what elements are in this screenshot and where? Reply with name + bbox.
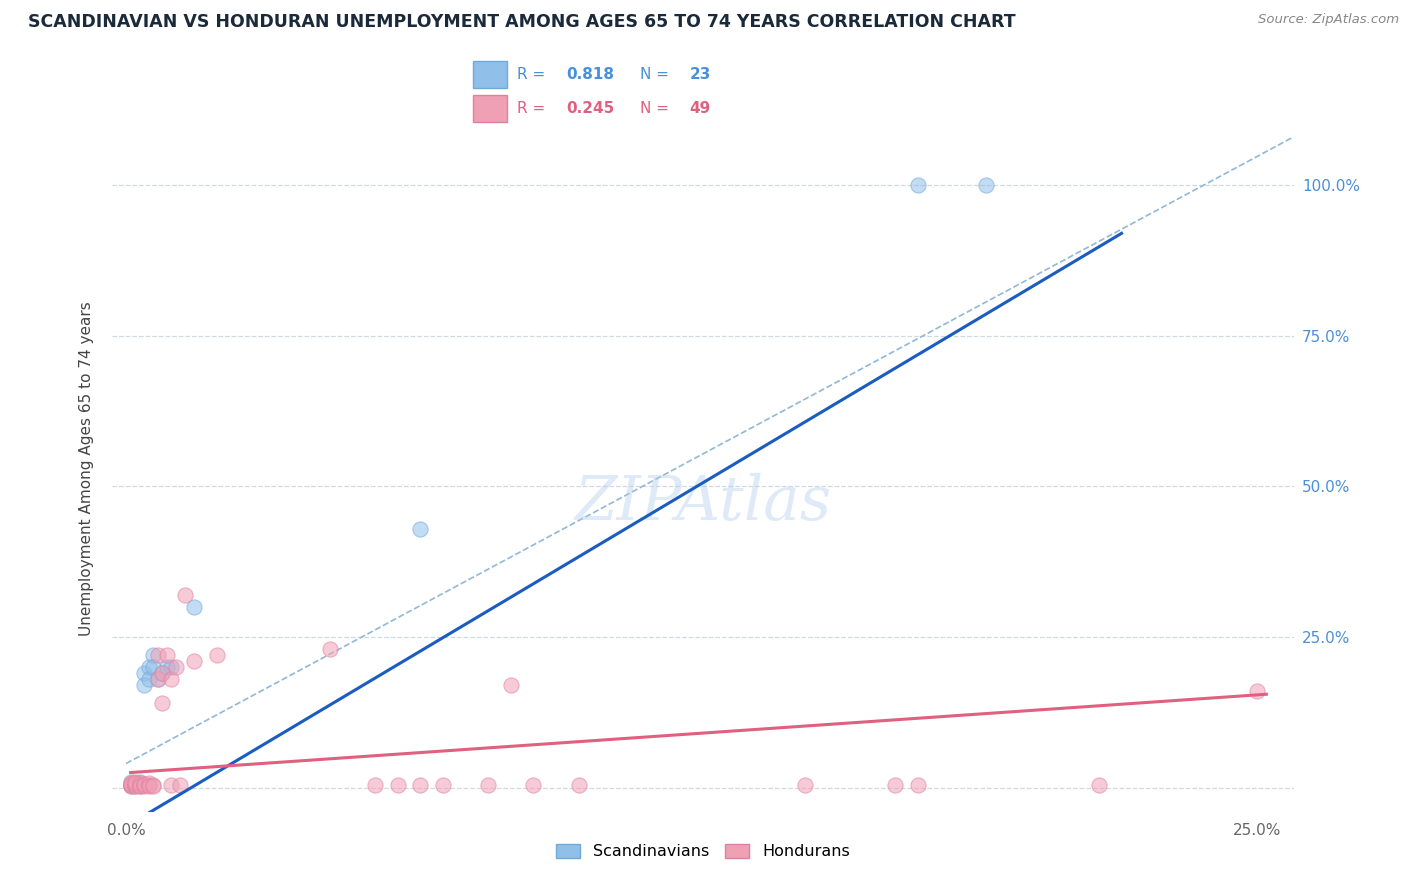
Point — [318, 642, 340, 657]
Point — [124, 774, 146, 789]
Point — [793, 778, 815, 792]
Text: SCANDINAVIAN VS HONDURAN UNEMPLOYMENT AMONG AGES 65 TO 74 YEARS CORRELATION CHAR: SCANDINAVIAN VS HONDURAN UNEMPLOYMENT AM… — [28, 13, 1015, 31]
Text: Source: ZipAtlas.com: Source: ZipAtlas.com — [1258, 13, 1399, 27]
Point — [138, 778, 160, 792]
Point — [169, 778, 191, 792]
Point — [124, 776, 146, 790]
Point — [124, 779, 146, 793]
Point — [134, 777, 156, 791]
Point — [364, 778, 387, 792]
Point — [477, 778, 499, 792]
Point — [142, 778, 165, 792]
Text: R =: R = — [516, 67, 544, 82]
Point — [120, 779, 142, 793]
Point — [120, 774, 142, 789]
Point — [160, 778, 183, 792]
Bar — [474, 62, 508, 87]
Point — [128, 774, 150, 789]
Legend: Scandinavians, Hondurans: Scandinavians, Hondurans — [550, 838, 856, 865]
Point — [409, 522, 432, 536]
Point — [138, 672, 160, 686]
Point — [128, 779, 150, 793]
Point — [124, 779, 146, 793]
Point — [907, 778, 929, 792]
Point — [128, 778, 150, 792]
Point — [205, 648, 228, 662]
Point — [150, 666, 173, 681]
Point — [120, 777, 142, 791]
Point — [173, 588, 195, 602]
Point — [522, 778, 544, 792]
Point — [907, 178, 929, 193]
Point — [183, 654, 205, 668]
Point — [134, 666, 156, 681]
Point — [499, 678, 522, 692]
Point — [128, 778, 150, 792]
Point — [120, 778, 142, 792]
Point — [974, 178, 997, 193]
Point — [124, 778, 146, 792]
Text: 0.245: 0.245 — [567, 101, 614, 116]
Point — [134, 779, 156, 793]
Point — [146, 672, 169, 686]
Text: ZIPAtlas: ZIPAtlas — [575, 473, 831, 533]
Point — [124, 778, 146, 792]
Point — [120, 778, 142, 792]
Text: 0.818: 0.818 — [567, 67, 614, 82]
Text: N =: N = — [640, 67, 669, 82]
Point — [156, 648, 179, 662]
Point — [150, 696, 173, 710]
Point — [120, 778, 142, 792]
Point — [134, 678, 156, 692]
Point — [138, 660, 160, 674]
Text: 49: 49 — [690, 101, 711, 116]
Point — [124, 776, 146, 790]
Point — [160, 660, 183, 674]
Point — [128, 778, 150, 792]
Point — [138, 776, 160, 790]
Point — [156, 660, 179, 674]
Point — [160, 672, 183, 686]
Point — [1246, 684, 1268, 698]
Point — [128, 776, 150, 790]
Point — [142, 660, 165, 674]
Bar — [474, 95, 508, 122]
Point — [387, 778, 409, 792]
Y-axis label: Unemployment Among Ages 65 to 74 years: Unemployment Among Ages 65 to 74 years — [79, 301, 94, 636]
Point — [150, 666, 173, 681]
Point — [165, 660, 187, 674]
Point — [567, 778, 589, 792]
Point — [142, 648, 165, 662]
Point — [124, 778, 146, 792]
Text: N =: N = — [640, 101, 669, 116]
Point — [120, 776, 142, 790]
Point — [183, 599, 205, 614]
Text: 23: 23 — [690, 67, 711, 82]
Point — [138, 779, 160, 793]
Point — [409, 778, 432, 792]
Point — [884, 778, 907, 792]
Point — [146, 672, 169, 686]
Point — [120, 779, 142, 793]
Point — [128, 779, 150, 793]
Point — [142, 779, 165, 793]
Point — [124, 777, 146, 791]
Point — [1088, 778, 1111, 792]
Point — [146, 648, 169, 662]
Point — [134, 778, 156, 792]
Point — [432, 778, 454, 792]
Text: R =: R = — [516, 101, 544, 116]
